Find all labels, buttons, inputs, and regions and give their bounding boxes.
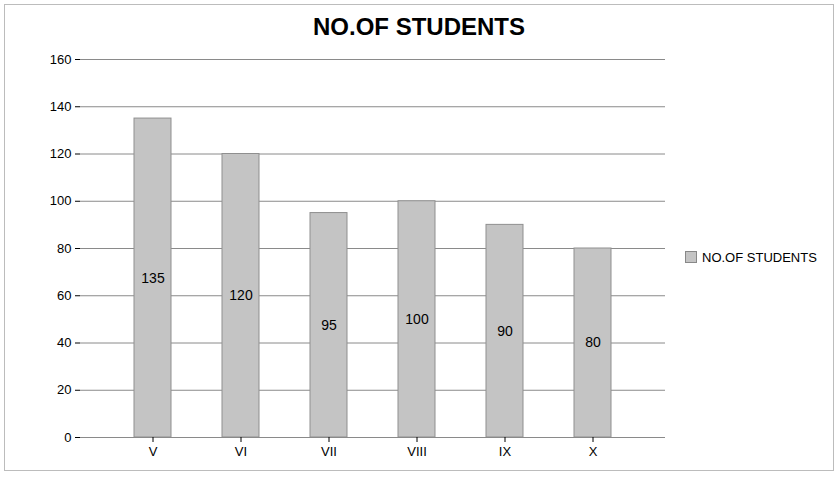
svg-text:90: 90 xyxy=(497,323,513,339)
svg-text:40: 40 xyxy=(57,335,71,350)
svg-text:VI: VI xyxy=(235,444,247,459)
svg-text:V: V xyxy=(149,444,158,459)
svg-text:120: 120 xyxy=(229,287,253,303)
svg-text:140: 140 xyxy=(50,99,72,114)
svg-text:80: 80 xyxy=(585,334,601,350)
svg-text:95: 95 xyxy=(321,317,337,333)
html-text:NO.OF STUDENTS: NO.OF STUDENTS xyxy=(313,13,525,40)
svg-text:60: 60 xyxy=(57,288,71,303)
svg-text:120: 120 xyxy=(50,146,72,161)
svg-text:0: 0 xyxy=(64,430,71,445)
svg-text:100: 100 xyxy=(405,311,429,327)
svg-text:160: 160 xyxy=(50,52,72,67)
svg-text:80: 80 xyxy=(57,241,71,256)
svg-text:VIII: VIII xyxy=(407,444,427,459)
svg-text:135: 135 xyxy=(141,270,165,286)
svg-text:100: 100 xyxy=(50,193,72,208)
svg-text:X: X xyxy=(589,444,598,459)
svg-text:IX: IX xyxy=(499,444,512,459)
html-text:NO.OF STUDENTS: NO.OF STUDENTS xyxy=(702,249,817,265)
svg-text:20: 20 xyxy=(57,382,71,397)
svg-text:VII: VII xyxy=(321,444,337,459)
